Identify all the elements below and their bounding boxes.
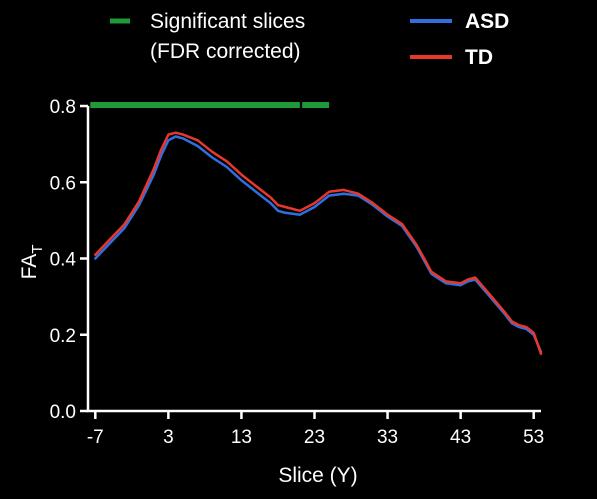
x-ticks: -7 3 13 23 33 43 53 xyxy=(87,411,544,448)
y-axis-title-main: FA xyxy=(18,254,41,280)
legend-significant-label-line2: (FDR corrected) xyxy=(150,40,301,63)
x-tick-label: 13 xyxy=(231,427,252,448)
x-axis-title: Slice (Y) xyxy=(278,464,357,487)
series-line-asd xyxy=(94,135,543,354)
y-tick-label: 0.0 xyxy=(50,402,76,423)
y-tick-label: 0.6 xyxy=(50,173,76,194)
axes: 0.0 0.2 0.4 0.6 0.8 -7 3 13 23 33 43 53 xyxy=(50,97,545,448)
x-tick-label: -7 xyxy=(87,427,104,448)
series-line-td xyxy=(94,131,543,356)
x-tick-label: 53 xyxy=(523,427,544,448)
y-tick-label: 0.8 xyxy=(50,97,76,118)
legend: Significant slices (FDR corrected) ASD T… xyxy=(110,10,509,69)
y-axis-title: FAT xyxy=(18,245,46,280)
legend-significant-label-line1: Significant slices xyxy=(150,10,305,33)
legend-td-label: TD xyxy=(465,46,493,69)
y-tick-label: 0.2 xyxy=(50,326,76,347)
y-ticks: 0.0 0.2 0.4 0.6 0.8 xyxy=(50,97,88,423)
y-tick-label: 0.4 xyxy=(50,250,77,271)
x-tick-label: 23 xyxy=(304,427,325,448)
y-axis-title-group: FAT xyxy=(18,245,46,280)
y-axis-title-subscript: T xyxy=(29,245,46,254)
x-tick-label: 3 xyxy=(163,427,174,448)
x-tick-label: 43 xyxy=(450,427,471,448)
x-tick-label: 33 xyxy=(377,427,398,448)
series-lines xyxy=(94,131,543,356)
legend-asd-label: ASD xyxy=(465,10,509,33)
